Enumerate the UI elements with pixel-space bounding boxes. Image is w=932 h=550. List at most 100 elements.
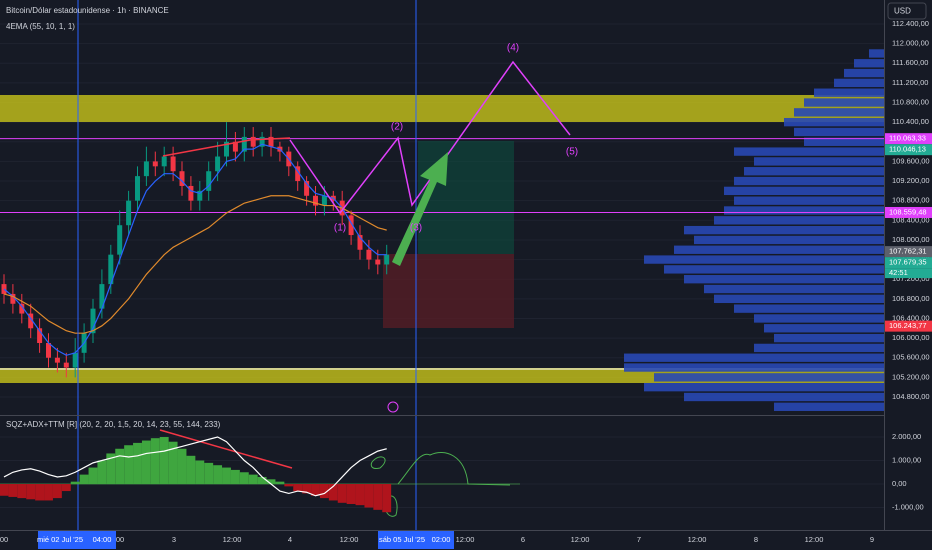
candle-body <box>357 235 363 250</box>
currency-label[interactable]: USD <box>894 7 911 16</box>
volume-bar <box>804 98 884 107</box>
osc-bar <box>106 453 116 485</box>
price-tag-label: 106.243,77 <box>889 321 927 330</box>
volume-bar <box>774 402 884 411</box>
volume-bar <box>869 49 884 58</box>
volume-bar <box>624 363 884 372</box>
volume-bar <box>754 343 884 353</box>
y-tick-label: 105.200,00 <box>892 372 930 381</box>
axes: 104.800,00 105.200,00 105.600,00 106.000,00… <box>0 19 932 549</box>
osc-tick-label: 2.000,00 <box>892 432 921 441</box>
candle-body <box>215 156 221 172</box>
osc-bar <box>70 481 80 485</box>
osc-bar <box>222 467 231 485</box>
osc-bar <box>239 472 249 485</box>
osc-bar <box>257 476 267 485</box>
x-tick-label: 12:00 <box>456 535 475 544</box>
candle-body <box>232 141 238 152</box>
osc-bar <box>97 460 107 485</box>
drawings <box>0 0 932 531</box>
resistance-zone <box>0 95 884 122</box>
candle-body <box>46 343 51 358</box>
volume-bar <box>754 157 884 166</box>
candle-body <box>197 190 203 201</box>
price-tag <box>885 246 932 258</box>
volume-bar <box>684 392 884 402</box>
volume-bar <box>834 78 884 88</box>
x-tick-label: 12:00 <box>805 535 824 544</box>
x-tick-label: mié 02 Jul '25 <box>37 535 83 544</box>
volume-bar <box>724 206 884 215</box>
x-tick-label: 04:00 <box>93 535 112 544</box>
candle-body <box>117 225 123 255</box>
price-tag-label: 110.063,33 <box>889 134 926 143</box>
candle-body <box>206 171 212 191</box>
price-tag-label: 107.762,31 <box>889 247 927 256</box>
osc-bar <box>177 448 187 485</box>
osc-bar <box>355 484 365 506</box>
sketch-circle <box>370 456 386 469</box>
osc-tick-label: 1.000,00 <box>892 455 921 464</box>
wave-label: (3) <box>410 223 422 234</box>
volume-profile <box>624 49 884 411</box>
price-tag-label: 108.559,48 <box>889 207 927 216</box>
volume-bar <box>734 176 884 186</box>
oscillator-title: SQZ+ADX+TTM [R] (20, 2, 20, 1,5, 20, 14,… <box>6 420 221 429</box>
y-tick-label: 110.400,00 <box>892 117 929 126</box>
y-tick-label: 110.800,00 <box>892 98 929 107</box>
volume-bar <box>704 284 884 294</box>
y-tick-label: 109.200,00 <box>892 176 930 185</box>
osc-bar <box>79 474 89 485</box>
osc-tick-label: -1.000,00 <box>892 502 924 511</box>
wave-path <box>289 60 571 215</box>
long-stop-box <box>383 254 514 328</box>
trend-line <box>162 139 251 157</box>
volume-bar <box>854 59 884 68</box>
osc-bar <box>337 484 347 503</box>
y-tick-label: 107.200,00 <box>892 274 930 283</box>
x-tick-label: 4 <box>288 535 292 544</box>
candle-body <box>143 161 149 177</box>
x-tick-label: 6 <box>521 535 525 544</box>
volume-bar <box>734 304 884 313</box>
y-tick-label: 106.800,00 <box>892 294 930 303</box>
volume-bar <box>804 137 884 146</box>
x-tick-label: 12:00 <box>340 535 359 544</box>
chart-title: Bitcoin/Dólar estadounidense · 1h · BINA… <box>6 6 169 15</box>
wave-label: (5) <box>566 147 578 158</box>
candle-body <box>19 303 25 314</box>
trend-line <box>249 137 291 141</box>
wave-label: (2) <box>391 122 403 133</box>
volume-bar <box>624 353 884 362</box>
osc-bar <box>61 484 71 492</box>
osc-bar <box>311 484 320 496</box>
event-icon <box>387 401 399 413</box>
countdown: 42:51 <box>889 268 908 277</box>
candle-body <box>241 136 247 152</box>
osc-bar <box>133 442 142 485</box>
osc-bar <box>248 474 258 485</box>
osc-trend-line <box>159 429 293 469</box>
volume-bar <box>684 225 884 235</box>
osc-bar <box>8 484 18 497</box>
candle-body <box>366 249 372 260</box>
zones <box>0 95 884 383</box>
osc-bar <box>168 441 178 485</box>
volume-bar <box>684 275 884 284</box>
candle-body <box>375 259 381 265</box>
currency-button[interactable] <box>887 2 927 20</box>
osc-bar <box>0 484 9 496</box>
volume-bar <box>844 68 884 78</box>
osc-bar <box>150 438 160 485</box>
osc-bar <box>141 440 151 485</box>
price-tag <box>885 133 932 145</box>
y-tick-label: 111.200,00 <box>892 78 928 87</box>
volume-bar <box>724 186 884 196</box>
y-tick-label: 108.000,00 <box>892 235 930 244</box>
osc-bar <box>293 484 303 492</box>
osc-bar <box>364 484 374 508</box>
candle-body <box>268 136 274 147</box>
volume-bar <box>734 147 884 156</box>
candle-body <box>108 254 114 285</box>
y-tick-label: 109.600,00 <box>892 156 930 165</box>
